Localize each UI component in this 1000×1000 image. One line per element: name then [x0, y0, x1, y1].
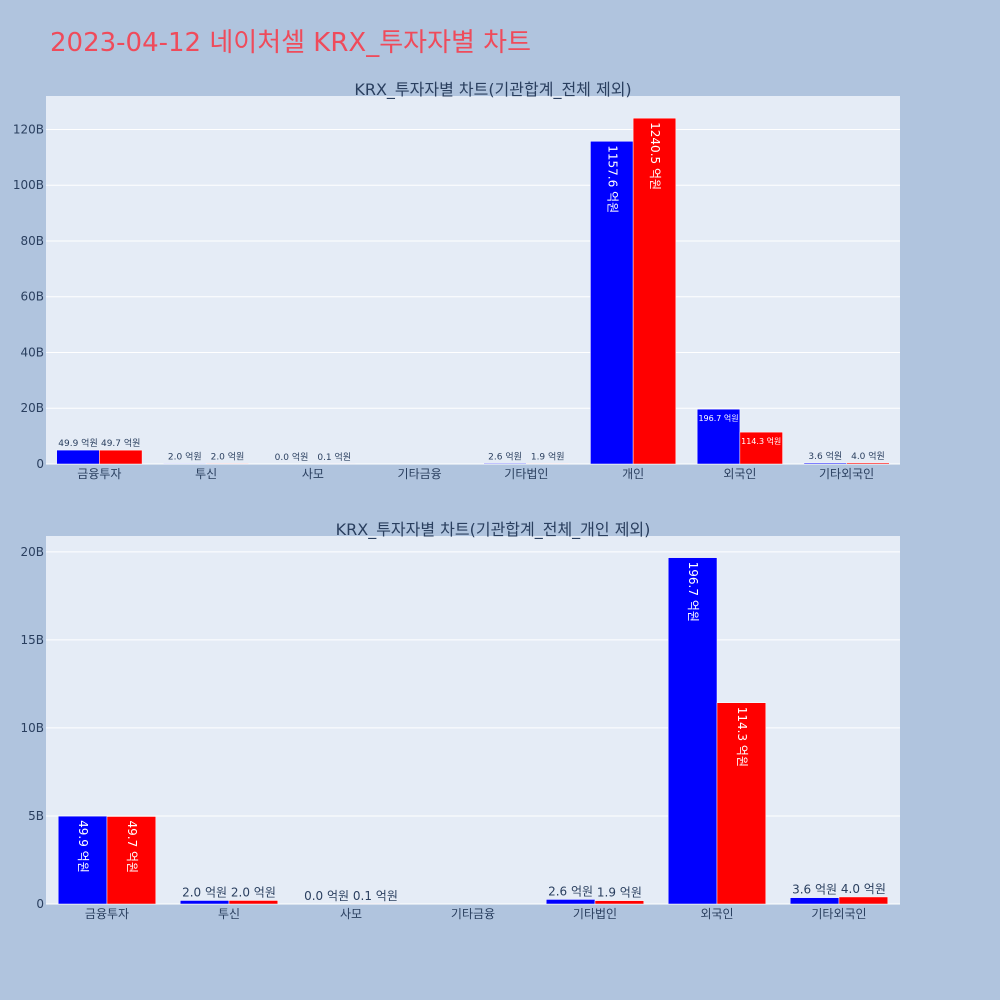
y-tick-label: 20B: [20, 401, 44, 415]
x-tick-label: 기타외국인: [811, 907, 866, 921]
data-label: 0.0 억원: [304, 889, 349, 903]
bar: [163, 463, 207, 465]
y-tick-label: 120B: [13, 122, 44, 136]
chart-1: 0 20B 40B 60B 80B 100B 120B KRX_투자자별 차트(기관합계_전체…: [13, 80, 900, 481]
bar: [483, 463, 527, 465]
data-label: 2.0 억원: [211, 450, 245, 462]
y-tick-label: 15B: [20, 633, 44, 647]
y-tick-label: 40B: [20, 345, 44, 359]
y-tick-label: 20B: [20, 545, 44, 559]
x-tick-label: 외국인: [723, 467, 756, 481]
x-tick-label: 기타법인: [573, 907, 617, 921]
data-label: 2.6 억원: [548, 884, 593, 898]
data-label: 2.6 억원: [488, 450, 522, 462]
x-tick-label: 금융투자: [77, 467, 121, 481]
chart-title: KRX_투자자별 차트(기관합계_전체 제외): [354, 80, 631, 100]
y-tick-label: 5B: [28, 809, 44, 823]
x-tick-label: 기타금융: [451, 907, 495, 921]
bar: [594, 900, 645, 905]
y-tick-label: 0: [36, 897, 44, 911]
x-tick-label: 기타법인: [504, 467, 548, 481]
chart-2: 0 5B 10B 15B 20B KRX_투자자별 차트(기관합계_전체_개인 제외) 금융…: [20, 520, 900, 921]
bar: [545, 899, 596, 905]
x-tick-label: 개인: [622, 467, 644, 481]
y-tick-label: 100B: [13, 178, 44, 192]
bar: [803, 462, 847, 465]
data-label: 1.9 억원: [531, 450, 565, 462]
bar: [106, 816, 157, 905]
data-label: 114.3 억원: [741, 436, 781, 446]
data-label: 4.0 억원: [841, 882, 886, 896]
x-tick-label: 사모: [340, 907, 362, 921]
data-label: 1.9 억원: [597, 886, 642, 900]
data-label: 49.9 억원: [76, 820, 90, 873]
x-tick-label: 투신: [218, 907, 240, 921]
data-label: 3.6 억원: [792, 883, 837, 897]
data-label: 49.7 억원: [101, 437, 140, 449]
x-tick-label: 기타외국인: [819, 467, 874, 481]
bar: [526, 463, 570, 465]
data-label: 49.7 억원: [125, 820, 139, 873]
data-label: 0.0 억원: [275, 451, 309, 463]
bar: [99, 449, 143, 465]
data-label: 0.1 억원: [353, 889, 398, 903]
bar: [716, 702, 767, 905]
x-tick-label: 외국인: [700, 907, 733, 921]
data-label: 0.1 억원: [317, 451, 351, 463]
page-title: 2023-04-12 네이처셀 KRX_투자자별 차트: [50, 28, 532, 58]
data-label: 2.0 억원: [231, 885, 276, 899]
bar: [667, 557, 718, 905]
bar: [56, 449, 100, 465]
y-tick-label: 10B: [20, 721, 44, 735]
y-tick-label: 80B: [20, 234, 44, 248]
y-tick-label: 60B: [20, 290, 44, 304]
bar: [179, 900, 230, 905]
bar: [846, 462, 890, 465]
plot-area: [46, 96, 900, 464]
x-tick-label: 투신: [195, 467, 217, 481]
bar: [696, 408, 741, 465]
data-label: 1157.6 억원: [605, 145, 619, 213]
data-label: 3.6 억원: [808, 450, 842, 462]
chart-title: KRX_투자자별 차트(기관합계_전체_개인 제외): [336, 520, 651, 540]
bar: [838, 896, 889, 905]
data-label: 2.0 억원: [168, 450, 202, 462]
y-tick-label: 0: [36, 457, 44, 471]
bar: [739, 431, 783, 465]
bar: [57, 815, 108, 905]
data-label: 196.7 억원: [686, 562, 700, 622]
data-label: 2.0 억원: [182, 885, 227, 899]
bar: [789, 897, 840, 905]
x-tick-label: 금융투자: [85, 907, 129, 921]
bar: [228, 900, 279, 905]
bar: [205, 463, 250, 465]
data-label: 1240.5 억원: [648, 122, 662, 190]
bar: [632, 117, 677, 465]
x-tick-label: 사모: [302, 467, 324, 481]
plot-area: [46, 536, 900, 904]
data-label: 4.0 억원: [851, 450, 885, 462]
bar: [590, 141, 634, 465]
data-label: 196.7 억원: [698, 413, 738, 423]
x-tick-label: 기타금융: [398, 467, 442, 481]
data-label: 49.9 억원: [58, 437, 97, 449]
data-label: 114.3 억원: [735, 707, 749, 767]
